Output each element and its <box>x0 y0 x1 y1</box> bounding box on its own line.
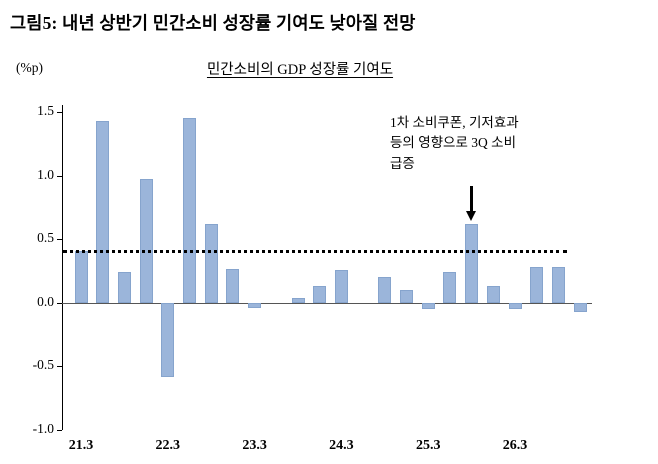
annotation-arrow-stem <box>470 185 473 211</box>
bar <box>378 277 392 303</box>
annotation-arrow-head <box>465 210 476 221</box>
annotation-line: 급증 <box>390 155 415 171</box>
bar <box>443 272 457 303</box>
y-tick-label: -0.5 <box>32 357 54 373</box>
y-axis-tick <box>57 430 62 431</box>
bar <box>291 297 305 303</box>
y-axis-tick <box>57 112 62 113</box>
bar <box>508 302 522 310</box>
x-tick-label: 24.3 <box>329 438 354 453</box>
bar <box>421 302 435 310</box>
reference-dotted-line <box>63 249 567 253</box>
y-axis-unit-label: (%p) <box>16 60 43 75</box>
chart-title: 민간소비의 GDP 성장률 기여도 <box>206 62 394 78</box>
y-tick-label: 0.0 <box>37 293 54 309</box>
bar <box>139 179 153 303</box>
bar <box>248 302 262 308</box>
y-axis-tick <box>57 239 62 241</box>
x-tick-label: 25.3 <box>415 438 441 453</box>
x-tick-label: 22.3 <box>155 438 181 453</box>
y-tick-label: 0.5 <box>37 230 54 246</box>
bar <box>183 118 196 303</box>
x-tick-label: 23.3 <box>242 438 267 453</box>
plot-area: 1.5 1.0 0.5 0.0 -0.5 -1.0 21.3 22.3 23.3 24.3 25.3… <box>33 103 602 453</box>
bar <box>226 268 240 303</box>
y-axis-line <box>62 105 63 430</box>
annotation-line: 1차 소비쿠폰, 기저효과 <box>390 115 519 130</box>
y-tick-label: 1.0 <box>37 166 54 182</box>
y-tick-label: 1.5 <box>37 103 54 118</box>
bar <box>530 267 544 303</box>
y-axis-tick <box>57 175 62 177</box>
x-tick-label: 26.3 <box>502 438 528 453</box>
bar <box>551 267 565 303</box>
bar <box>465 223 479 303</box>
bar <box>313 286 327 303</box>
bar <box>161 302 175 377</box>
bar <box>74 250 88 303</box>
x-tick-label: 21.3 <box>68 438 94 453</box>
bar <box>573 302 587 312</box>
bar <box>96 120 110 303</box>
y-axis-tick <box>57 302 62 304</box>
annotation-line: 등의 영향으로 3Q 소비 <box>390 135 516 151</box>
annotation-text: 1차 소비쿠폰, 기저효과 등의 영향으로 3Q 소비 급증 <box>390 113 585 174</box>
bar <box>486 286 500 303</box>
zero-axis-line <box>62 302 592 304</box>
y-tick-label: -1.0 <box>32 421 54 436</box>
bar <box>204 223 218 303</box>
y-axis-tick <box>57 366 62 368</box>
bar <box>334 269 348 303</box>
bar <box>400 290 413 303</box>
bar <box>117 272 131 303</box>
figure-title: 그림5: 내년 상반기 민간소비 성장률 기여도 낮아질 전망 <box>10 13 416 33</box>
